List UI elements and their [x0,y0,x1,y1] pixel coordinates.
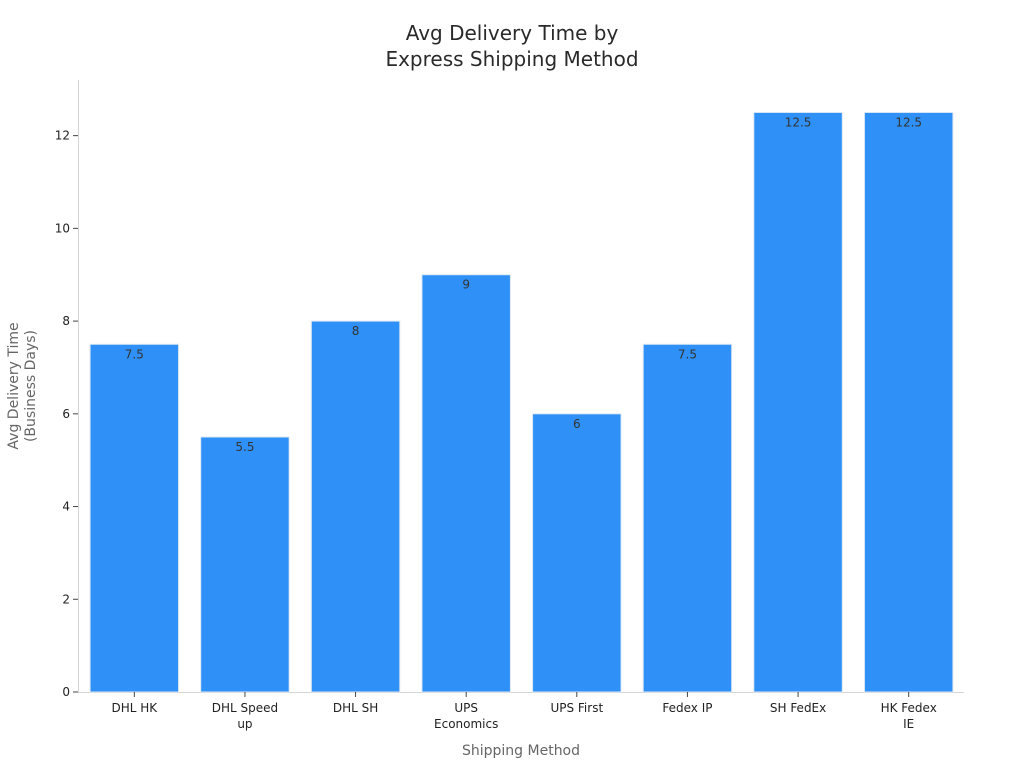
bar [753,111,843,693]
bar [200,436,290,693]
x-tick-label: DHL SH [333,701,378,715]
bar-value-label: 9 [462,278,470,292]
x-axis-title: Shipping Method [462,743,580,759]
y-tick-label: 10 [55,221,70,235]
x-tick-label: UPS First [550,701,603,715]
x-tick-label: DHL HK [111,701,158,715]
y-tick-label: 2 [62,592,70,606]
bar-value-label: 12.5 [895,115,922,129]
bar [642,343,733,693]
x-axis-ticks: DHL HK DHL Speed up DHL SH UPS Economics UPS F… [111,692,937,731]
x-tick-label: IE [903,717,914,731]
y-tick-label: 0 [62,685,70,699]
y-tick-label: 8 [62,314,70,328]
bar-value-label: 7.5 [678,347,697,361]
x-tick-label: Economics [434,717,498,731]
bar-value-label: 8 [352,324,360,338]
bar [310,320,401,693]
x-tick-label: up [237,717,252,731]
y-axis-title: Avg Delivery Time (Business Days) [6,322,39,449]
bar [532,413,622,693]
x-tick-label: SH FedEx [770,701,826,715]
y-axis-ticks: 0 2 4 6 8 10 12 [55,129,78,699]
bar [89,343,180,693]
bar-value-label: 5.5 [235,440,254,454]
y-axis-title-line-1: Avg Delivery Time [6,322,22,449]
bar-value-label: 7.5 [125,347,144,361]
x-tick-label: UPS [454,701,478,715]
chart-title-line-1: Avg Delivery Time by [406,21,619,45]
x-tick-label: DHL Speed [212,701,278,715]
chart-title-line-2: Express Shipping Method [385,47,638,71]
bars-group: 7.5 5.5 8 9 6 7.5 12.5 12.5 [89,111,954,693]
x-tick-label: HK Fedex [881,701,937,715]
bar-value-label: 6 [573,417,581,431]
y-tick-label: 4 [62,500,70,514]
x-tick-label: Fedex IP [662,701,712,715]
y-tick-label: 6 [62,407,70,421]
bar-value-label: 12.5 [785,115,812,129]
bar [421,274,511,693]
y-tick-label: 12 [55,129,70,143]
y-axis-title-line-2: (Business Days) [23,330,39,442]
bar [863,111,954,693]
